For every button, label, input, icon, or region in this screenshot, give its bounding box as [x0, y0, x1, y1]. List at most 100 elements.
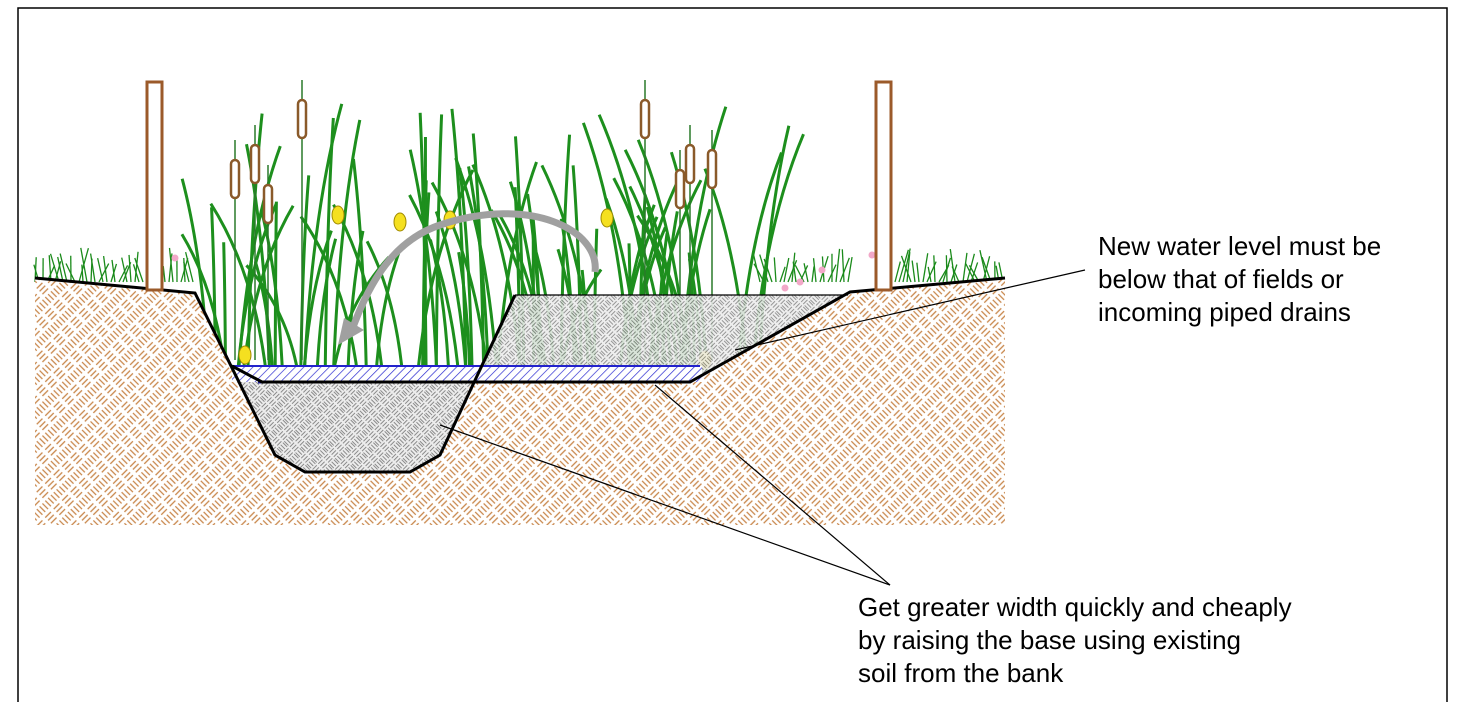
pink-flower: [868, 251, 876, 259]
grass: [183, 261, 190, 283]
reed: [332, 203, 385, 381]
grass: [792, 261, 797, 283]
grass: [134, 257, 144, 283]
grass: [906, 251, 911, 283]
reed: [299, 175, 311, 381]
grass: [168, 253, 173, 283]
cattail-head: [684, 143, 696, 185]
frame: [17, 7, 1448, 702]
new-bank: [231, 276, 1006, 384]
cattail-head: [229, 158, 241, 200]
pink-flower: [171, 254, 179, 262]
soil: [35, 278, 1005, 525]
grass: [839, 257, 850, 283]
reed: [351, 158, 368, 381]
grass: [794, 265, 805, 283]
grass: [835, 248, 841, 283]
raised-base: [240, 382, 472, 472]
old-ditch: [34, 276, 517, 474]
grass: [900, 255, 912, 283]
grass: [779, 266, 786, 283]
grass: [916, 262, 920, 283]
reed: [299, 215, 360, 381]
grass: [922, 253, 929, 283]
grass: [847, 256, 853, 283]
grass: [118, 265, 129, 283]
cattail-head: [296, 98, 308, 140]
grass: [773, 257, 777, 283]
cattail-head: [706, 148, 718, 190]
grass: [134, 251, 139, 283]
posts: [145, 80, 893, 292]
grass: [97, 257, 104, 283]
grass: [927, 266, 932, 283]
reed: [457, 251, 472, 381]
grass: [98, 263, 110, 283]
grass: [841, 249, 845, 283]
grass: [926, 261, 937, 283]
cattail-head: [249, 143, 261, 185]
note-line: below that of fields or: [1098, 264, 1344, 294]
arrow: [348, 210, 599, 332]
leaders: [439, 269, 1086, 586]
reed: [259, 209, 285, 381]
grass: [59, 253, 68, 283]
cattail-head: [674, 168, 686, 210]
grass: [183, 257, 186, 283]
water: [232, 366, 702, 382]
reed: [346, 230, 365, 381]
reed: [408, 194, 461, 381]
removed-bank: [472, 295, 848, 382]
grass: [945, 255, 948, 283]
grass: [102, 255, 108, 283]
reed: [467, 166, 490, 381]
grass: [168, 247, 174, 283]
grass: [962, 252, 968, 283]
grass: [902, 248, 911, 283]
grass: [898, 249, 909, 283]
grass: [89, 253, 96, 283]
reed: [315, 238, 338, 381]
reed: [450, 108, 468, 381]
pink-flower: [796, 278, 804, 286]
grass: [162, 265, 166, 283]
iris: [393, 212, 407, 232]
grass: [128, 254, 132, 283]
reed: [365, 240, 405, 381]
note-line: soil from the bank: [858, 658, 1064, 688]
iris: [238, 345, 252, 365]
grass: [787, 260, 798, 283]
grass: [811, 266, 815, 283]
grass: [763, 258, 773, 283]
grass: [949, 248, 956, 283]
reed: [331, 119, 362, 381]
reed: [302, 103, 344, 381]
cattail-head: [262, 183, 274, 225]
grass: [121, 257, 128, 283]
grass: [783, 257, 790, 283]
grass: [80, 247, 88, 283]
note-line: by raising the base using existing: [858, 625, 1241, 655]
iris: [331, 205, 345, 225]
cattail-head: [639, 98, 651, 140]
vegetation: [33, 80, 1004, 381]
arrow-head: [338, 318, 364, 345]
grass: [812, 258, 817, 283]
note-line: incoming piped drains: [1098, 297, 1351, 327]
reed: [408, 149, 439, 381]
grass: [81, 264, 84, 283]
iris: [600, 208, 614, 228]
pink-flower: [781, 284, 789, 292]
note-line: New water level must be: [1098, 231, 1381, 261]
grass: [933, 255, 936, 283]
reed: [374, 247, 403, 381]
annotation-1: New water level must be below that of fi…: [1098, 231, 1388, 327]
note-line: Get greater width quickly and cheaply: [858, 592, 1292, 622]
grass: [132, 264, 140, 283]
grass: [911, 260, 916, 283]
grass: [111, 259, 116, 283]
pink-flower: [818, 266, 826, 274]
grass: [185, 251, 194, 283]
grass: [803, 263, 809, 283]
